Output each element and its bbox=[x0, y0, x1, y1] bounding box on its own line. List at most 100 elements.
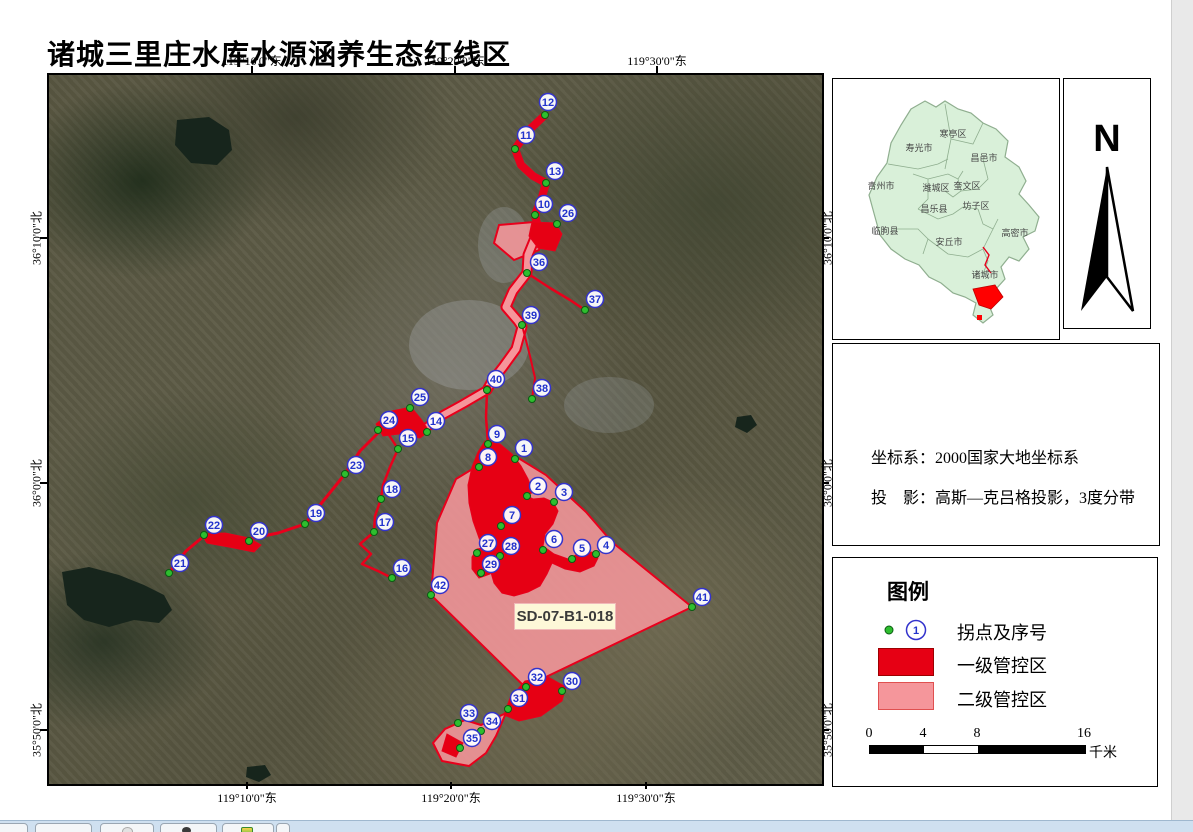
coordinate-system-text: 坐标系：2000国家大地坐标系 bbox=[871, 450, 1080, 467]
vertex-dot bbox=[550, 498, 558, 506]
vertex-number-badge bbox=[478, 533, 498, 553]
map-point-32: 32 bbox=[522, 667, 547, 691]
water-body bbox=[246, 765, 271, 782]
window-partial[interactable] bbox=[0, 823, 28, 832]
map-point-18: 18 bbox=[377, 479, 402, 503]
vertex-number-badge bbox=[538, 92, 558, 112]
inset-redline-zone bbox=[972, 284, 1004, 310]
vertex-number: 37 bbox=[589, 294, 601, 306]
vertex-number-badge bbox=[170, 553, 190, 573]
legend-swatch-primary bbox=[878, 648, 934, 676]
vertex-number-badge bbox=[459, 703, 479, 723]
lon-label-top: 119°20'0"东 bbox=[425, 54, 485, 68]
window-green-folder[interactable] bbox=[222, 823, 274, 832]
map-point-41: 41 bbox=[688, 587, 712, 611]
vertex-dot bbox=[511, 145, 519, 153]
projection-info-panel: 坐标系：2000国家大地坐标系 投 影：高斯—克吕格投影，3度分带 bbox=[832, 343, 1160, 546]
map-canvas[interactable]: 12 34567891011121314151617181920212223242… bbox=[49, 75, 822, 784]
vertex-number: 21 bbox=[174, 558, 186, 570]
vertex-number: 1 bbox=[521, 443, 527, 455]
map-point-5: 5 bbox=[568, 538, 592, 563]
inset-district-label: 奎文区 bbox=[953, 180, 980, 191]
map-frame: 1 2 3 4 5 6 7 8 9 10 11 12 13 14 15 16 17 18 19 20 21 22 23 24 2… bbox=[47, 73, 824, 786]
district-border bbox=[912, 173, 929, 210]
map-point-10: 10 bbox=[531, 194, 554, 219]
vertex-number-badge bbox=[249, 521, 269, 541]
map-point-30: 30 bbox=[558, 671, 582, 695]
vertex-number-badge bbox=[481, 554, 501, 574]
vertex-number: 12 bbox=[542, 97, 554, 109]
vertex-dot bbox=[406, 404, 414, 412]
inset-district-label: 昌邑市 bbox=[970, 152, 997, 163]
map-point-4: 4 bbox=[592, 535, 616, 558]
district-border bbox=[917, 206, 979, 220]
vertex-dot bbox=[518, 321, 526, 329]
vertex-number: 19 bbox=[310, 508, 322, 520]
urban-area bbox=[564, 377, 654, 433]
vertex-number-badge bbox=[501, 536, 521, 556]
map-point-39: 39 bbox=[518, 305, 541, 329]
link-west-arm bbox=[247, 430, 381, 541]
vertex-number: 31 bbox=[513, 693, 525, 705]
vertex-number: 28 bbox=[505, 541, 517, 553]
folder-icon bbox=[241, 827, 253, 832]
inset-district-label: 坊子区 bbox=[962, 200, 989, 211]
map-point-19: 19 bbox=[301, 503, 326, 528]
vertex-number: 13 bbox=[549, 166, 561, 178]
window-dark-circle[interactable] bbox=[160, 823, 217, 832]
map-point-15: 15 bbox=[394, 428, 418, 453]
window-gray-circle[interactable] bbox=[100, 823, 154, 832]
legend-label-secondary: 二级管控区 bbox=[957, 690, 1047, 710]
inset-district-label: 寒亭区 bbox=[939, 128, 966, 139]
map-point-1: 1 bbox=[511, 438, 534, 463]
vertex-number: 24 bbox=[383, 415, 396, 427]
vertex-number-badge bbox=[532, 378, 552, 398]
app-icon bbox=[182, 827, 191, 832]
vertex-dot bbox=[341, 470, 349, 478]
vertex-number-badge bbox=[692, 587, 712, 607]
map-point-2: 2 bbox=[523, 476, 548, 500]
vertex-number: 27 bbox=[482, 538, 494, 550]
water-body bbox=[735, 415, 757, 433]
vertex-number: 7 bbox=[509, 510, 515, 522]
vertex-number-badge bbox=[379, 410, 399, 430]
vertex-number-badge bbox=[554, 482, 574, 502]
map-point-36: 36 bbox=[523, 252, 549, 277]
window-plain[interactable] bbox=[35, 823, 92, 832]
primary-zone-south bbox=[503, 676, 567, 722]
map-point-40: 40 bbox=[483, 369, 506, 394]
vertex-number: 15 bbox=[402, 433, 414, 445]
vertex-number: 39 bbox=[525, 310, 537, 322]
district-border bbox=[887, 158, 949, 170]
map-point-28: 28 bbox=[496, 536, 521, 560]
map-point-42: 42 bbox=[427, 575, 450, 599]
inset-district-label: 青州市 bbox=[867, 180, 894, 191]
vertex-number-badge bbox=[204, 515, 224, 535]
vertex-number: 41 bbox=[696, 592, 708, 604]
taskbar bbox=[0, 820, 1193, 832]
north-arrow-icon: N bbox=[1081, 118, 1135, 312]
vertex-dot bbox=[592, 550, 600, 558]
vertex-number: 17 bbox=[379, 517, 391, 529]
map-point-12: 12 bbox=[538, 92, 558, 119]
vertex-number-badge bbox=[558, 203, 578, 223]
map-point-25: 25 bbox=[406, 387, 430, 412]
inset-district-label: 临朐县 bbox=[871, 225, 898, 236]
vertex-dot bbox=[542, 179, 550, 187]
window-partial-2[interactable] bbox=[276, 823, 290, 832]
vertex-number-badge bbox=[544, 529, 564, 549]
vertex-dot bbox=[245, 537, 253, 545]
vertex-number-badge bbox=[430, 575, 450, 595]
map-point-20: 20 bbox=[245, 521, 269, 545]
vertex-number: 40 bbox=[490, 374, 502, 386]
map-point-6: 6 bbox=[539, 529, 564, 554]
vertex-dot bbox=[496, 552, 504, 560]
vertex-number: 26 bbox=[562, 208, 574, 220]
zone-code-label: SD-07-B1-018 bbox=[514, 603, 616, 630]
vertex-number: 4 bbox=[603, 540, 610, 552]
vertex-dot bbox=[165, 569, 173, 577]
vertex-number: 16 bbox=[396, 563, 408, 575]
vertex-number-badge bbox=[596, 535, 616, 555]
vertex-number: 33 bbox=[463, 708, 475, 720]
